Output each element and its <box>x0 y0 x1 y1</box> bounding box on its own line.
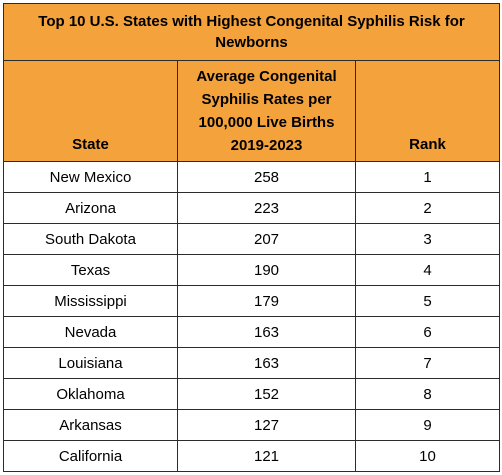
table-row: South Dakota 207 3 <box>3 223 501 255</box>
table-row: Arizona 223 2 <box>3 192 501 224</box>
state-cell: Nevada <box>3 316 178 348</box>
table-container: Top 10 U.S. States with Highest Congenit… <box>2 3 501 472</box>
table-row: New Mexico 258 1 <box>3 161 501 193</box>
state-cell: Texas <box>3 254 178 286</box>
data-table: Top 10 U.S. States with Highest Congenit… <box>2 3 501 472</box>
state-cell: Louisiana <box>3 347 178 379</box>
title-row: Top 10 U.S. States with Highest Congenit… <box>2 3 501 61</box>
rate-cell: 121 <box>177 440 356 472</box>
state-cell: California <box>3 440 178 472</box>
rank-cell: 5 <box>354 285 501 317</box>
rank-cell: 10 <box>354 440 501 472</box>
table-row: Oklahoma 152 8 <box>3 378 501 410</box>
table-row: California 121 10 <box>3 440 501 472</box>
state-cell: Arkansas <box>3 409 178 441</box>
rate-cell: 179 <box>177 285 356 317</box>
table-row: Arkansas 127 9 <box>3 409 501 441</box>
table-title: Top 10 U.S. States with Highest Congenit… <box>2 3 501 61</box>
table-row: Mississippi 179 5 <box>3 285 501 317</box>
state-cell: New Mexico <box>3 161 178 193</box>
rank-cell: 6 <box>354 316 501 348</box>
rate-cell: 163 <box>177 347 356 379</box>
rate-cell: 163 <box>177 316 356 348</box>
state-cell: South Dakota <box>3 223 178 255</box>
rank-cell: 8 <box>354 378 501 410</box>
rank-cell: 9 <box>354 409 501 441</box>
state-cell: Oklahoma <box>3 378 178 410</box>
rank-cell: 1 <box>354 161 501 193</box>
rate-cell: 258 <box>177 161 356 193</box>
column-header-rate: Average Congenital Syphilis Rates per 10… <box>177 60 356 162</box>
table-body: New Mexico 258 1 Arizona 223 2 South Dak… <box>3 161 501 472</box>
rank-cell: 4 <box>354 254 501 286</box>
rate-cell: 190 <box>177 254 356 286</box>
rank-cell: 7 <box>354 347 501 379</box>
table-row: Louisiana 163 7 <box>3 347 501 379</box>
rate-cell: 207 <box>177 223 356 255</box>
rate-cell: 223 <box>177 192 356 224</box>
rate-cell: 152 <box>177 378 356 410</box>
rate-cell: 127 <box>177 409 356 441</box>
table-row: Texas 190 4 <box>3 254 501 286</box>
rank-cell: 2 <box>354 192 501 224</box>
state-cell: Mississippi <box>3 285 178 317</box>
table-row: Nevada 163 6 <box>3 316 501 348</box>
header-row: State Average Congenital Syphilis Rates … <box>3 60 501 162</box>
column-header-rank: Rank <box>354 60 501 162</box>
rank-cell: 3 <box>354 223 501 255</box>
column-header-state: State <box>3 60 178 162</box>
state-cell: Arizona <box>3 192 178 224</box>
